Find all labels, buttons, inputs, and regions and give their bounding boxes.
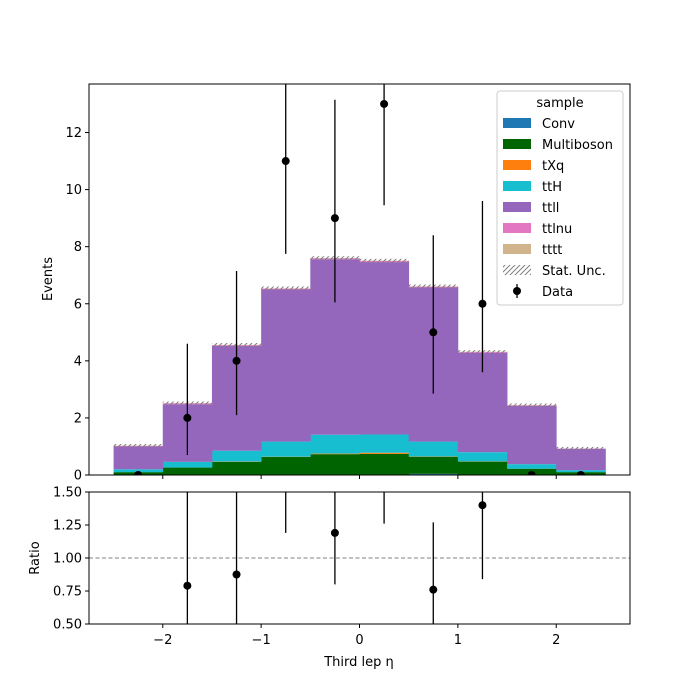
legend-label: Multiboson [542, 138, 613, 153]
ratio-point [330, 528, 339, 537]
legend-label: ttH [542, 180, 562, 195]
stat-unc-band [556, 446, 606, 451]
ratio-point [183, 581, 192, 590]
bar-multiboson [457, 461, 508, 475]
legend-swatch [503, 160, 531, 170]
data-point [527, 471, 536, 475]
ratio-point [232, 570, 241, 579]
legend-label: tttt [542, 243, 562, 258]
bar-tth [507, 464, 557, 469]
data-point [183, 413, 192, 422]
legend-swatch [503, 118, 531, 128]
main-plot-panel: 0 2 4 6 8 10 12 [65, 83, 631, 484]
y-tick-label: 8 [74, 240, 82, 255]
y-tick-label: 12 [65, 126, 82, 141]
bar-ttll [113, 446, 164, 470]
y-tick-label: 6 [74, 297, 82, 312]
legend-label: ttll [542, 201, 559, 216]
x-tick-label: −1 [252, 633, 271, 648]
bar-multiboson [408, 456, 459, 474]
ratio-plot-panel: 0.50 0.75 1.00 1.25 1.50 −2 −1 0 1 2 [53, 486, 631, 694]
y-axis-label: Events [41, 257, 56, 301]
bar-multiboson [261, 457, 311, 475]
data-point [281, 157, 290, 166]
bar-tth [408, 441, 459, 457]
legend-swatch [503, 181, 531, 191]
bar-tth [162, 461, 213, 468]
y-tick-label: 10 [65, 183, 82, 198]
legend-swatch [503, 202, 531, 212]
legend-label: Conv [542, 117, 575, 132]
x-tick-label: 0 [355, 633, 363, 648]
x-axis-label: Third lep η [323, 655, 394, 670]
ratio-y-tick-label: 0.75 [53, 585, 82, 600]
bar-multiboson [359, 453, 410, 475]
ratio-point [528, 686, 536, 694]
stat-unc-band [261, 286, 311, 291]
bar-ttll [556, 448, 606, 471]
ratio-y-axis-label: Ratio [28, 541, 43, 574]
ratio-point [577, 686, 585, 694]
stat-unc-band [113, 444, 163, 448]
legend-title: sample [536, 96, 583, 111]
ratio-y-tick-label: 0.50 [53, 618, 82, 633]
data-point [478, 299, 487, 308]
legend: sample Conv Multiboson tXq ttH ttll ttlnu tttt S… [496, 90, 624, 306]
ratio-plot-area [89, 492, 630, 694]
bar-ttll [507, 405, 557, 465]
y-tick-label: 0 [74, 469, 82, 484]
bar-multiboson [211, 461, 262, 475]
bar-conv [408, 473, 459, 475]
bar-tth [261, 441, 311, 457]
main-plot-area [113, 84, 606, 475]
legend-label: Data [542, 285, 573, 300]
ratio-y-tick-label: 1.25 [53, 519, 82, 534]
ratio-point [134, 686, 142, 694]
ratio-y-tick-label: 1.00 [53, 552, 82, 567]
bar-tth [310, 434, 360, 454]
stat-unc-band [507, 403, 557, 407]
x-tick-label: 2 [552, 633, 560, 648]
y-tick-label: 2 [74, 411, 82, 426]
ratio-point [478, 501, 487, 510]
ratio-y-tick-label: 1.50 [53, 486, 82, 501]
legend-label: tXq [542, 159, 564, 174]
bar-txq [310, 453, 360, 455]
stat-unc-band [359, 258, 409, 263]
bar-tth [457, 452, 508, 462]
data-point [429, 328, 438, 337]
ratio-point [429, 585, 438, 594]
legend-label: Stat. Unc. [542, 264, 606, 279]
bar-multiboson [162, 467, 213, 475]
data-point [330, 214, 339, 223]
legend-label: ttlnu [542, 222, 572, 237]
legend-swatch [503, 244, 531, 254]
x-tick-label: −2 [153, 633, 172, 648]
y-tick-label: 4 [74, 354, 82, 369]
bar-ttll [359, 262, 410, 435]
legend-swatch [503, 139, 531, 149]
bar-ttll [261, 289, 311, 442]
bar-tth [359, 434, 410, 453]
legend-data-marker [513, 287, 521, 295]
legend-swatch-hatch [503, 265, 531, 275]
x-tick-label: 1 [454, 633, 462, 648]
bar-tth [113, 469, 164, 473]
data-point [576, 471, 585, 475]
bar-tth [211, 450, 262, 462]
data-point [134, 471, 143, 475]
bar-txq [359, 452, 410, 454]
legend-swatch [503, 223, 531, 233]
data-point [232, 356, 241, 365]
data-point [380, 99, 389, 108]
bar-multiboson [310, 454, 360, 475]
